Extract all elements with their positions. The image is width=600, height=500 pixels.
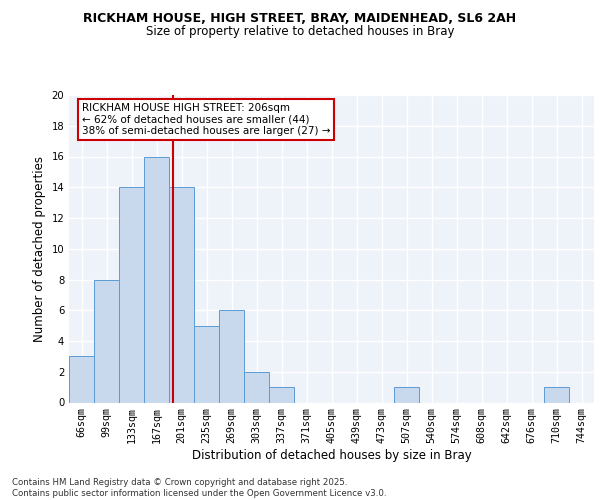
Bar: [69, 356, 94, 403]
Bar: [144, 156, 169, 402]
Bar: [394, 387, 419, 402]
Y-axis label: Number of detached properties: Number of detached properties: [33, 156, 46, 342]
Text: RICKHAM HOUSE HIGH STREET: 206sqm
← 62% of detached houses are smaller (44)
38% : RICKHAM HOUSE HIGH STREET: 206sqm ← 62% …: [82, 102, 331, 136]
Text: Size of property relative to detached houses in Bray: Size of property relative to detached ho…: [146, 25, 454, 38]
Bar: [244, 372, 269, 402]
Bar: [544, 387, 569, 402]
X-axis label: Distribution of detached houses by size in Bray: Distribution of detached houses by size …: [191, 449, 472, 462]
Bar: [119, 187, 144, 402]
Bar: [94, 280, 119, 402]
Text: RICKHAM HOUSE, HIGH STREET, BRAY, MAIDENHEAD, SL6 2AH: RICKHAM HOUSE, HIGH STREET, BRAY, MAIDEN…: [83, 12, 517, 26]
Bar: [269, 387, 294, 402]
Bar: [169, 187, 194, 402]
Bar: [194, 326, 219, 402]
Bar: [219, 310, 244, 402]
Text: Contains HM Land Registry data © Crown copyright and database right 2025.
Contai: Contains HM Land Registry data © Crown c…: [12, 478, 386, 498]
